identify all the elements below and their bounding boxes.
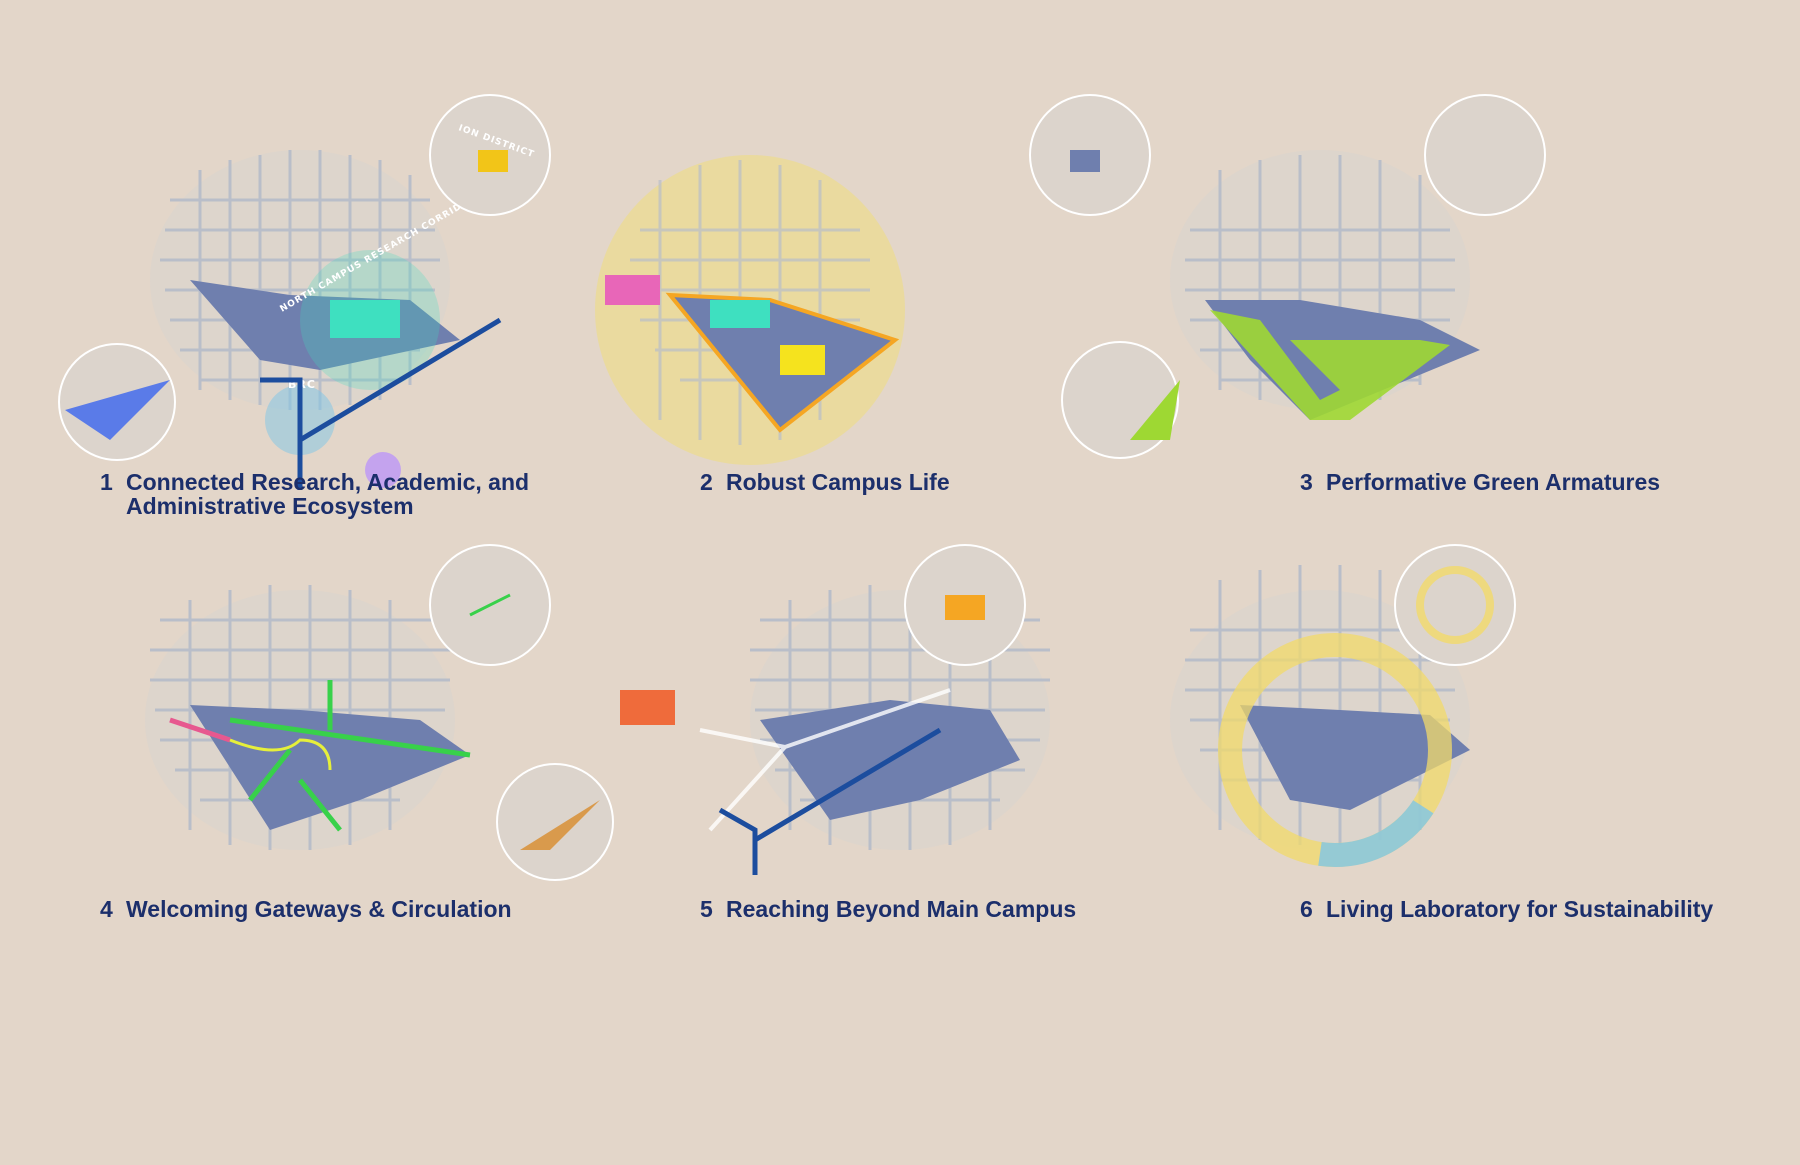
inset-5b-shape (520, 800, 600, 850)
panel-1-diagram: BRC NORTH CAMPUS RESEARCH CORRIDOR ION D… (58, 94, 551, 490)
orange-blocks (620, 690, 675, 725)
caption-number: 6 (1300, 896, 1313, 922)
white-arrows (699, 688, 951, 832)
ring-blue-arc (1218, 633, 1452, 867)
caption-5: 5 Reaching Beyond Main Campus (700, 897, 1180, 921)
caption-title: Welcoming Gateways & Circulation (126, 896, 512, 922)
caption-number: 1 (100, 469, 113, 495)
inset-3b (1061, 341, 1179, 459)
yellow-paths (229, 738, 332, 771)
pink-block (605, 275, 660, 305)
panel-2-diagram (595, 94, 1151, 465)
inset-6 (1394, 544, 1516, 666)
panel-6: 6 Living Laboratory for Sustainability (1170, 500, 1800, 1000)
inset-5b (496, 763, 614, 881)
caption-title: Living Laboratory for Sustainability (1326, 896, 1714, 922)
caption-number: 4 (100, 896, 113, 922)
panel-6-diagram (1170, 544, 1516, 867)
inset-3 (1424, 94, 1546, 216)
green-armature (1210, 310, 1450, 420)
research-block (330, 300, 400, 338)
panel-5-diagram (496, 544, 1050, 881)
inset-2-blocks (1070, 150, 1100, 172)
inset-5-blocks (945, 595, 985, 620)
panel-5: 5 Reaching Beyond Main Campus (496, 500, 1200, 1000)
district-blocks (478, 150, 508, 172)
pink-arrow (169, 717, 231, 743)
campus-footprint (1240, 705, 1470, 810)
caption-title: Connected Research, Academic, and Admini… (126, 469, 530, 519)
caption-1: 1 Connected Research, Academic, and Admi… (100, 470, 580, 518)
inset-6-ring (1416, 566, 1494, 644)
caption-6: 6 Living Laboratory for Sustainability (1300, 897, 1780, 921)
panel-3: 3 Performative Green Armatures (1061, 0, 1800, 500)
caption-2: 2 Robust Campus Life (700, 470, 1180, 494)
caption-title: Reaching Beyond Main Campus (726, 896, 1077, 922)
caption-number: 2 (700, 469, 713, 495)
panel-4: 4 Welcoming Gateways & Circulation (0, 500, 600, 1000)
caption-number: 3 (1300, 469, 1313, 495)
caption-4: 4 Welcoming Gateways & Circulation (100, 897, 580, 921)
brc-inset-shape (65, 380, 170, 440)
teal-block (710, 300, 770, 328)
gateway-arrows (229, 680, 471, 832)
panel-1: BRC NORTH CAMPUS RESEARCH CORRIDOR ION D… (0, 0, 600, 518)
panel-4-diagram (145, 544, 551, 850)
inset-4-arrow (469, 593, 511, 617)
caption-title: Performative Green Armatures (1326, 469, 1661, 495)
caption-number: 5 (700, 896, 713, 922)
panel-3-diagram (1061, 94, 1546, 459)
street-grid (1185, 565, 1455, 845)
panel-2: 2 Robust Campus Life (595, 0, 1200, 500)
blue-arrow (718, 727, 942, 875)
caption-3: 3 Performative Green Armatures (1300, 470, 1780, 494)
caption-title: Robust Campus Life (726, 469, 950, 495)
blue-arrow (260, 317, 502, 490)
yellow-block (780, 345, 825, 375)
inset-3b-shape (1130, 380, 1180, 440)
purple-node (365, 452, 401, 488)
